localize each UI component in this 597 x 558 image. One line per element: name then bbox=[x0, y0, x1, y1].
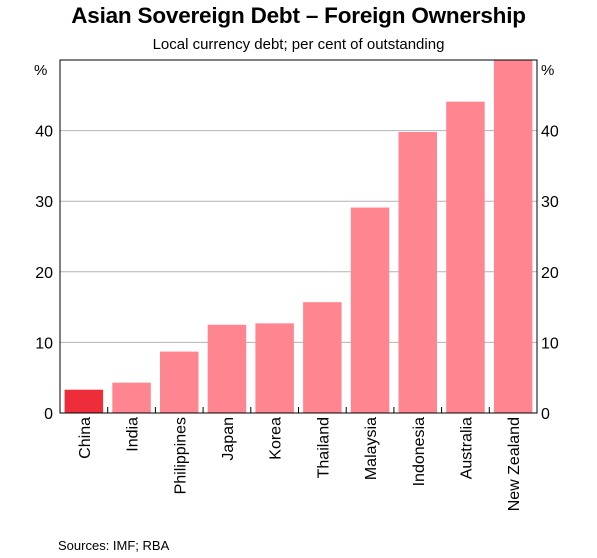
source-note: Sources: IMF; RBA bbox=[58, 538, 170, 553]
x-tick-labels: China India Philippines Japan Korea Thailand M… bbox=[77, 417, 523, 511]
y-tick-label-right: 10 bbox=[541, 335, 559, 352]
y-tick-label-left: 20 bbox=[35, 265, 53, 282]
chart-title: Asian Sovereign Debt – Foreign Ownership bbox=[71, 3, 526, 28]
x-tick-label: Korea bbox=[268, 417, 285, 460]
bar-australia bbox=[446, 101, 485, 414]
bars bbox=[64, 60, 533, 414]
y-tick-label-right: 20 bbox=[541, 265, 559, 282]
x-tick-label: New Zealand bbox=[506, 417, 523, 511]
y-tick-labels: 0 0 10 10 20 20 30 30 40 40 bbox=[35, 124, 559, 423]
bar-thailand bbox=[303, 302, 342, 413]
y-unit-left: % bbox=[34, 62, 47, 79]
x-tick-label: China bbox=[77, 417, 94, 459]
bar-india bbox=[112, 382, 151, 413]
bar-new-zealand bbox=[493, 60, 533, 413]
y-tick-label-right: 0 bbox=[541, 406, 550, 423]
y-tick-label-right: 30 bbox=[541, 194, 559, 211]
x-tick-label: India bbox=[125, 417, 142, 452]
y-tick-label-right: 40 bbox=[541, 124, 559, 141]
bar-japan bbox=[207, 324, 247, 413]
bar-china bbox=[64, 389, 104, 413]
y-tick-label-left: 30 bbox=[35, 194, 53, 211]
x-tick-label: Malaysia bbox=[363, 417, 380, 480]
bar-philippines bbox=[160, 351, 199, 413]
y-tick-label-left: 10 bbox=[35, 335, 53, 352]
y-unit-right: % bbox=[541, 62, 554, 79]
x-tick-label: Indonesia bbox=[411, 417, 428, 486]
x-tick-label: Australia bbox=[458, 417, 475, 479]
axis-ticks bbox=[107, 407, 490, 413]
y-tick-label-left: 40 bbox=[35, 124, 53, 141]
chart-subtitle: Local currency debt; per cent of outstan… bbox=[152, 36, 445, 53]
y-tick-label-left: 0 bbox=[44, 406, 53, 423]
bar-indonesia bbox=[398, 132, 437, 413]
x-tick-label: Philippines bbox=[172, 417, 189, 494]
x-tick-label: Thailand bbox=[315, 417, 332, 478]
x-tick-label: Japan bbox=[220, 417, 237, 461]
bar-korea bbox=[255, 323, 294, 413]
bar-malaysia bbox=[350, 207, 390, 413]
